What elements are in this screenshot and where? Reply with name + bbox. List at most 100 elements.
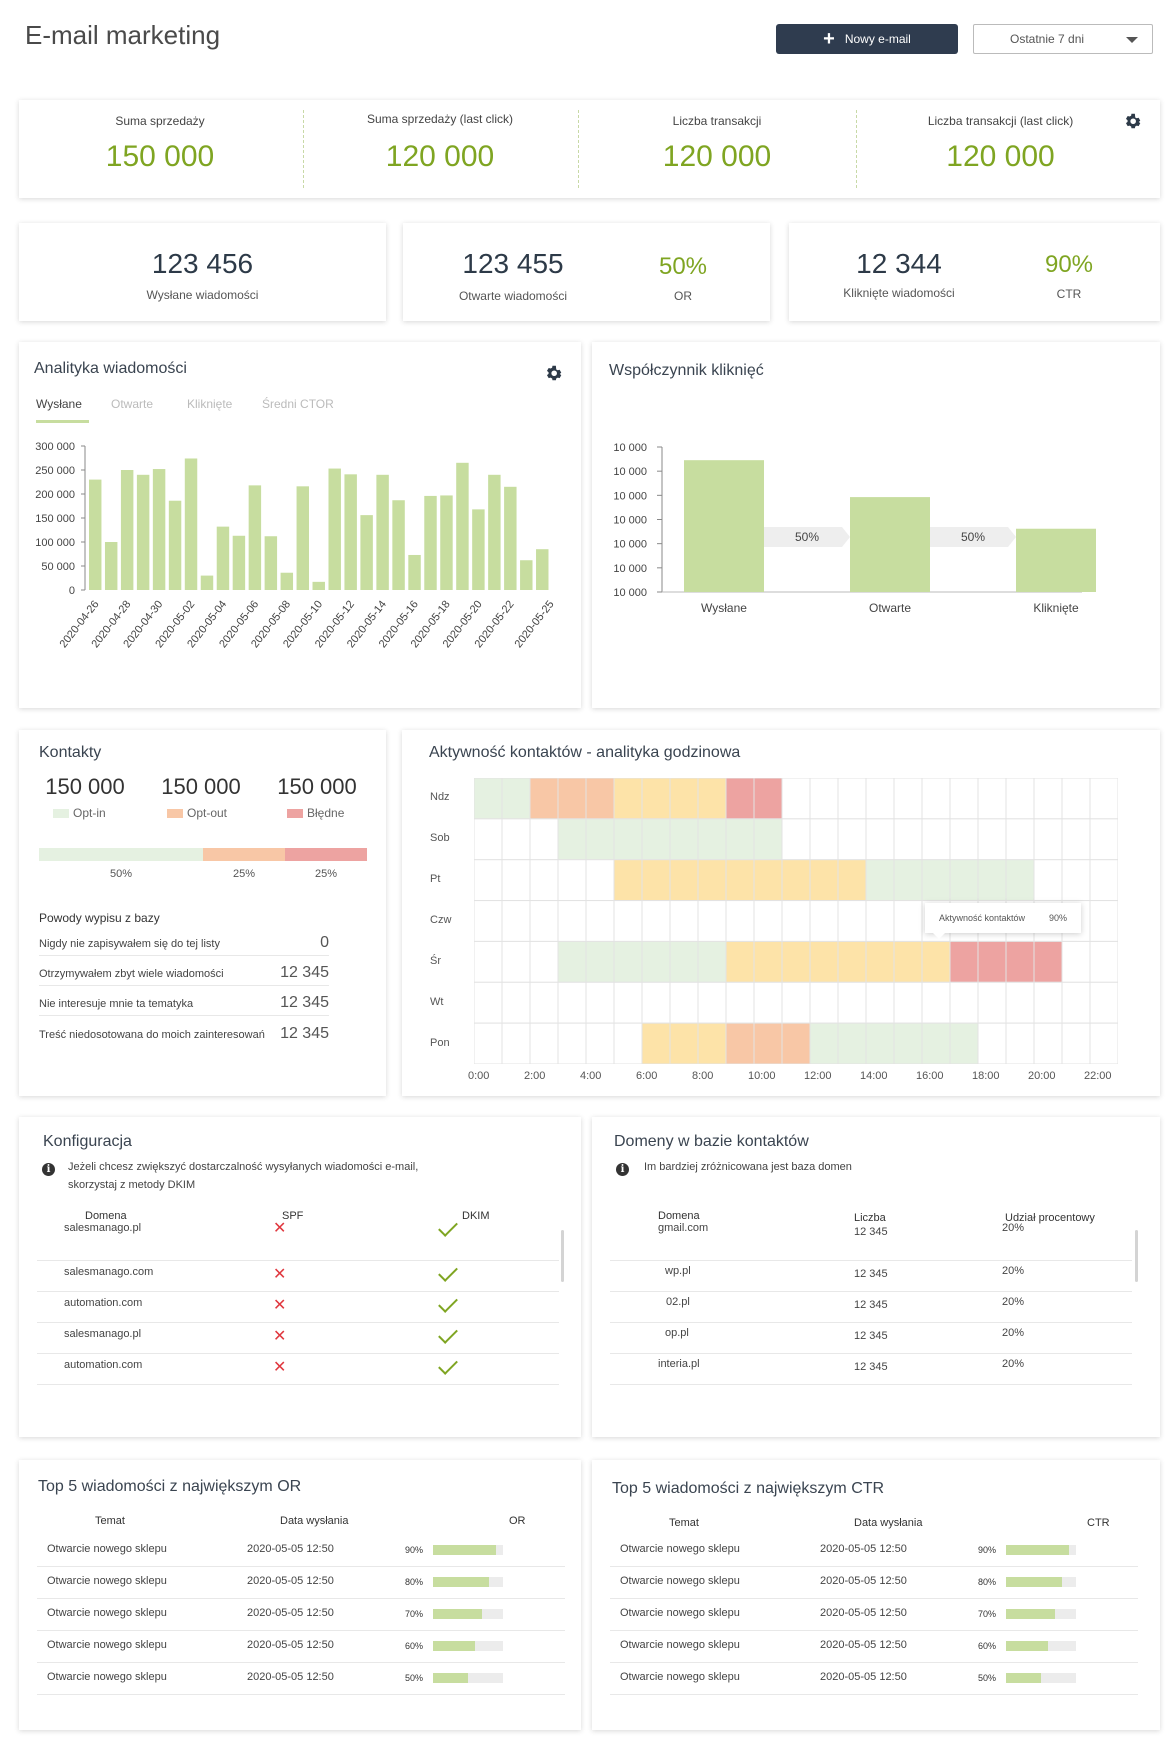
- bar[interactable]: [344, 474, 357, 590]
- heatmap-cell[interactable]: [865, 940, 895, 983]
- heatmap-cell[interactable]: [753, 1022, 783, 1064]
- heatmap-cell[interactable]: [893, 778, 923, 820]
- heatmap-cell[interactable]: [781, 1022, 811, 1064]
- bar[interactable]: [104, 542, 118, 590]
- heatmap-cell[interactable]: [893, 900, 923, 942]
- heatmap-cell[interactable]: [641, 859, 671, 902]
- heatmap-cell[interactable]: [501, 981, 531, 1024]
- heatmap-cell[interactable]: [837, 981, 867, 1024]
- heatmap-cell[interactable]: [977, 859, 1007, 902]
- tab-opened[interactable]: Otwarte: [111, 397, 154, 411]
- heatmap-cell[interactable]: [529, 900, 559, 942]
- bar[interactable]: [440, 495, 453, 590]
- heatmap-cell[interactable]: [585, 940, 615, 983]
- heatmap-cell[interactable]: [809, 940, 839, 983]
- heatmap-cell[interactable]: [641, 900, 671, 942]
- heatmap-cell[interactable]: [1005, 818, 1035, 861]
- heatmap-cell[interactable]: [697, 981, 727, 1024]
- heatmap-cell[interactable]: [557, 981, 587, 1024]
- heatmap-cell[interactable]: [725, 818, 755, 861]
- bar[interactable]: [408, 554, 421, 590]
- heatmap-cell[interactable]: [613, 859, 643, 902]
- heatmap-cell[interactable]: [865, 778, 895, 820]
- heatmap-cell[interactable]: [977, 778, 1007, 820]
- heatmap-cell[interactable]: [753, 981, 783, 1024]
- bar[interactable]: [248, 485, 262, 590]
- heatmap-cell[interactable]: [949, 981, 979, 1024]
- bar[interactable]: [120, 470, 134, 590]
- heatmap-cell[interactable]: [949, 859, 979, 902]
- heatmap-cell[interactable]: [1089, 900, 1118, 942]
- heatmap-cell[interactable]: [529, 778, 559, 820]
- heatmap-cell[interactable]: [1005, 981, 1035, 1024]
- configuration-scrollbar[interactable]: [561, 1230, 564, 1282]
- heatmap-cell[interactable]: [893, 859, 923, 902]
- heatmap-cell[interactable]: [474, 1022, 503, 1064]
- heatmap-cell[interactable]: [1089, 859, 1118, 902]
- bar[interactable]: [296, 486, 310, 590]
- heatmap-cell[interactable]: [1005, 778, 1035, 820]
- heatmap-cell[interactable]: [837, 900, 867, 942]
- bar[interactable]: [472, 509, 485, 590]
- bar[interactable]: [488, 474, 501, 590]
- heatmap-cell[interactable]: [529, 940, 559, 983]
- heatmap-cell[interactable]: [1061, 778, 1091, 820]
- funnel-bar[interactable]: [1016, 528, 1096, 592]
- heatmap-cell[interactable]: [1089, 778, 1118, 820]
- heatmap-cell[interactable]: [529, 1022, 559, 1064]
- heatmap-cell[interactable]: [921, 981, 951, 1024]
- heatmap-cell[interactable]: [557, 1022, 587, 1064]
- heatmap-cell[interactable]: [1061, 1022, 1091, 1064]
- bar[interactable]: [312, 581, 325, 590]
- heatmap-cell[interactable]: [1089, 940, 1118, 983]
- heatmap-cell[interactable]: [921, 859, 951, 902]
- heatmap-cell[interactable]: [1005, 940, 1035, 983]
- heatmap-cell[interactable]: [501, 818, 531, 861]
- heatmap-cell[interactable]: [501, 900, 531, 942]
- heatmap-cell[interactable]: [753, 778, 783, 820]
- heatmap-cell[interactable]: [1005, 859, 1035, 902]
- bar[interactable]: [360, 515, 373, 590]
- funnel-bar[interactable]: [850, 497, 930, 592]
- bar[interactable]: [536, 549, 549, 590]
- heatmap-cell[interactable]: [641, 1022, 671, 1064]
- heatmap-cell[interactable]: [949, 818, 979, 861]
- heatmap-cell[interactable]: [529, 818, 559, 861]
- bar[interactable]: [232, 535, 246, 590]
- heatmap-cell[interactable]: [1033, 981, 1063, 1024]
- heatmap-cell[interactable]: [641, 778, 671, 820]
- heatmap-cell[interactable]: [725, 900, 755, 942]
- heatmap-cell[interactable]: [474, 981, 503, 1024]
- heatmap-cell[interactable]: [557, 778, 587, 820]
- heatmap-cell[interactable]: [921, 1022, 951, 1064]
- heatmap-cell[interactable]: [753, 818, 783, 861]
- bar[interactable]: [184, 458, 198, 590]
- heatmap-cell[interactable]: [837, 859, 867, 902]
- heatmap-cell[interactable]: [753, 900, 783, 942]
- tab-clicked[interactable]: Kliknięte: [187, 397, 233, 411]
- domains-scrollbar[interactable]: [1135, 1230, 1138, 1282]
- heatmap-cell[interactable]: [781, 940, 811, 983]
- heatmap-cell[interactable]: [809, 818, 839, 861]
- heatmap-cell[interactable]: [641, 981, 671, 1024]
- heatmap-cell[interactable]: [557, 900, 587, 942]
- heatmap-cell[interactable]: [585, 900, 615, 942]
- heatmap-cell[interactable]: [725, 859, 755, 902]
- heatmap-cell[interactable]: [809, 859, 839, 902]
- bar[interactable]: [280, 572, 294, 590]
- heatmap-cell[interactable]: [977, 818, 1007, 861]
- heatmap-cell[interactable]: [669, 859, 699, 902]
- heatmap-cell[interactable]: [753, 940, 783, 983]
- heatmap-cell[interactable]: [669, 900, 699, 942]
- heatmap-cell[interactable]: [585, 981, 615, 1024]
- heatmap-cell[interactable]: [1033, 1022, 1063, 1064]
- date-range-select[interactable]: Ostatnie 7 dni: [973, 24, 1153, 54]
- heatmap-cell[interactable]: [613, 900, 643, 942]
- bar[interactable]: [328, 468, 341, 590]
- heatmap-cell[interactable]: [921, 818, 951, 861]
- heatmap-cell[interactable]: [529, 981, 559, 1024]
- heatmap-cell[interactable]: [641, 940, 671, 983]
- heatmap-cell[interactable]: [557, 940, 587, 983]
- heatmap-cell[interactable]: [697, 1022, 727, 1064]
- heatmap-cell[interactable]: [725, 940, 755, 983]
